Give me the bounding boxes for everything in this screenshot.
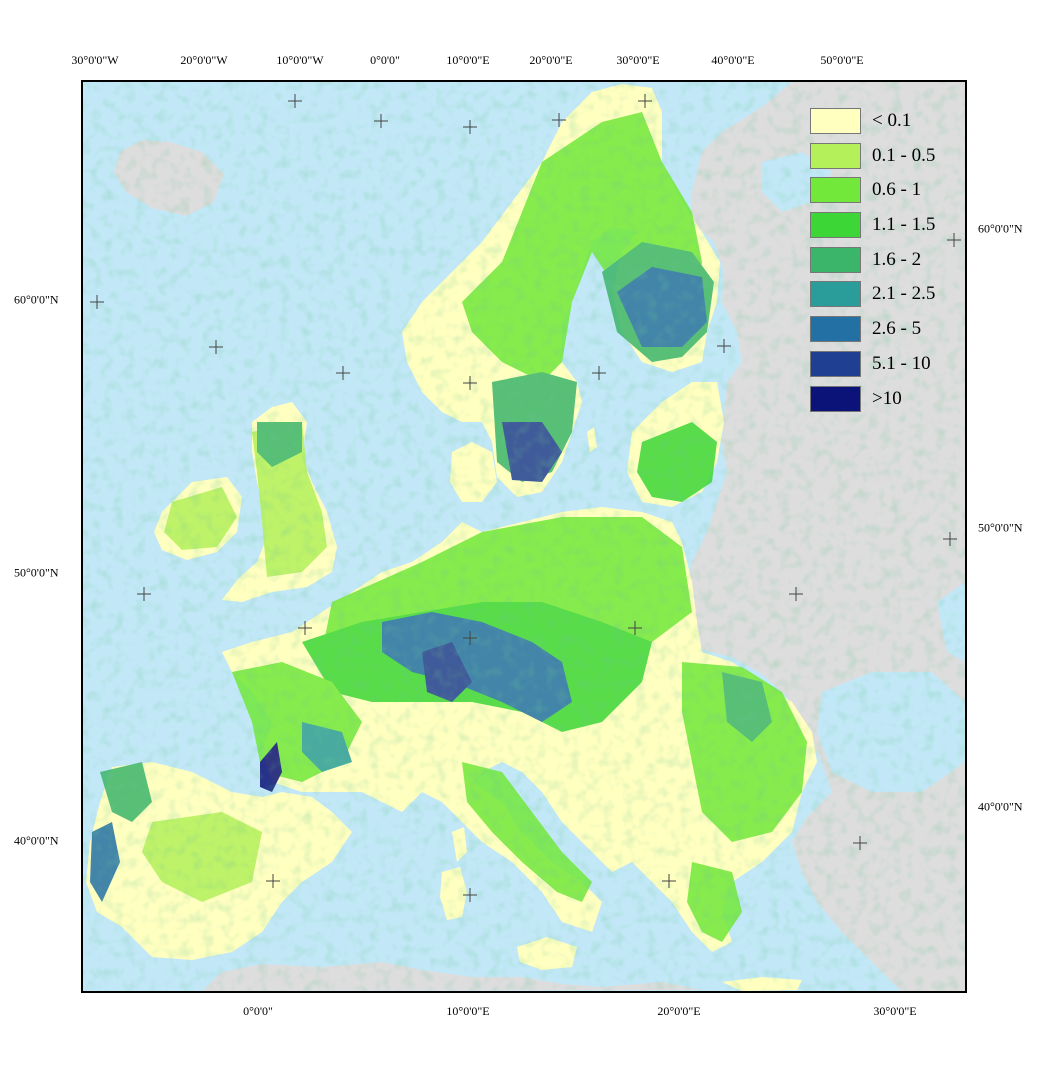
legend-label: 5.1 - 10: [872, 352, 931, 374]
legend-swatch: [810, 177, 861, 204]
legend-swatch: [810, 350, 861, 377]
top-axis-label-40e: 40°0'0"E: [711, 53, 755, 67]
legend-label: 2.1 - 2.5: [872, 283, 936, 305]
legend-label: 1.6 - 2: [872, 248, 922, 270]
right-axis-label-50n: 50°0'0"N: [978, 520, 1023, 535]
left-axis-label-40n: 40°0'0"N: [14, 833, 59, 848]
top-axis-label-10w: 10°0'0"W: [276, 53, 324, 67]
legend-swatch: [810, 246, 861, 273]
left-axis-label-50n: 50°0'0"N: [14, 565, 59, 580]
legend-swatch: [810, 385, 861, 412]
right-axis-label-60n: 60°0'0"N: [978, 221, 1023, 236]
top-axis-label-20w: 20°0'0"W: [180, 53, 228, 67]
legend-label: 0.6 - 1: [872, 179, 922, 201]
legend-label: < 0.1: [872, 110, 912, 131]
bottom-axis-label-0: 0°0'0": [243, 1004, 273, 1018]
top-axis-label-30w: 30°0'0"W: [71, 53, 119, 67]
legend-swatch: [810, 316, 861, 343]
bottom-axis-label-30e: 30°0'0"E: [873, 1004, 917, 1018]
top-axis-label-20e: 20°0'0"E: [529, 53, 573, 67]
right-axis-label-40n: 40°0'0"N: [978, 799, 1023, 814]
map-canvas: [83, 82, 965, 991]
legend-swatch: [810, 142, 861, 169]
top-axis-label-50e: 50°0'0"E: [820, 53, 864, 67]
legend-label: >10: [872, 387, 902, 409]
map-frame: [81, 80, 967, 993]
legend-swatch: [810, 281, 861, 308]
legend-label: 1.1 - 1.5: [872, 214, 936, 236]
graticule-crosses: [90, 94, 961, 902]
bottom-axis-label-20e: 20°0'0"E: [657, 1004, 701, 1018]
legend-label: 0.1 - 0.5: [872, 144, 936, 166]
top-axis-label-0: 0°0'0": [370, 53, 400, 67]
top-axis-label-10e: 10°0'0"E: [446, 53, 490, 67]
legend-label: 2.6 - 5: [872, 318, 922, 340]
legend-swatch: [810, 212, 861, 239]
legend-swatch: [810, 108, 861, 134]
top-axis-label-30e: 30°0'0"E: [616, 53, 660, 67]
bottom-axis-label-10e: 10°0'0"E: [446, 1004, 490, 1018]
left-axis-label-60n: 60°0'0"N: [14, 292, 59, 307]
